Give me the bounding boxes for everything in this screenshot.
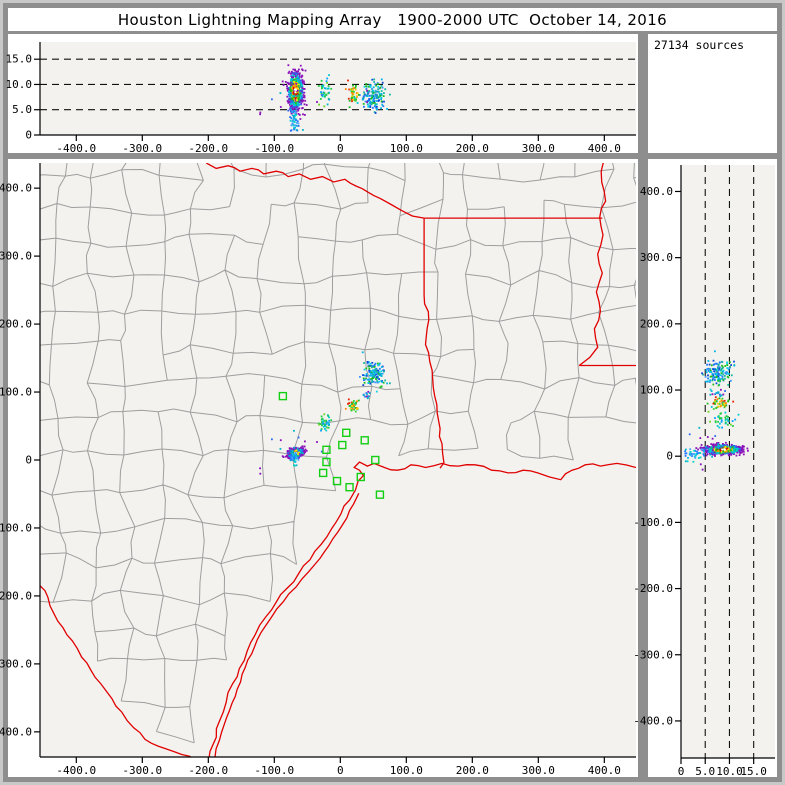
source-count-panel: 27134 sources	[648, 34, 777, 153]
ew-altitude-panel	[8, 34, 638, 153]
title-bar: Houston Lightning Mapping Array 1900-200…	[8, 8, 777, 31]
source-count-label: 27134 sources	[654, 38, 745, 52]
ns-altitude-panel	[648, 159, 777, 777]
plan-view-map-panel	[8, 159, 638, 777]
page-title: Houston Lightning Mapping Array 1900-200…	[117, 10, 668, 29]
